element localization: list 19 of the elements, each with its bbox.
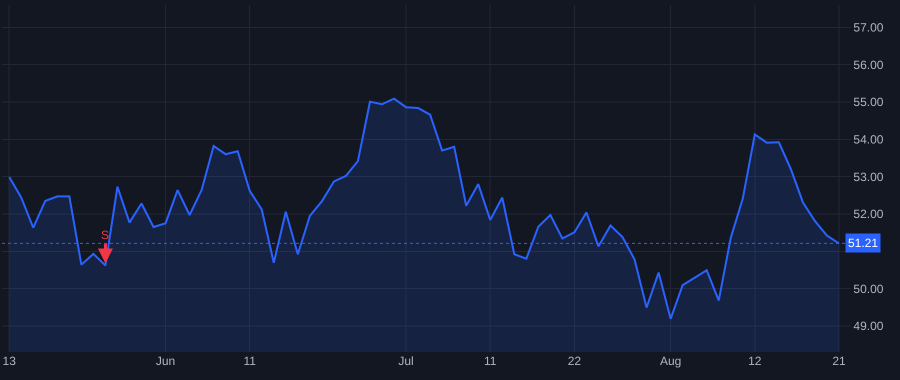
x-tick-label: 13	[2, 354, 16, 368]
y-tick-label: 57.00	[853, 20, 884, 35]
ref-line-label: 51.21	[848, 236, 878, 250]
y-tick-label: 53.00	[853, 170, 884, 184]
y-tick-label: 54.00	[853, 132, 884, 147]
x-tick-label: 11	[484, 354, 497, 368]
y-tick-label: 52.00	[853, 207, 884, 222]
x-tick-label: 22	[568, 354, 582, 368]
x-tick-label: 12	[748, 354, 762, 368]
y-tick-label: 55.00	[853, 95, 884, 110]
y-tick-label: 49.00	[853, 319, 884, 334]
x-tick-label: 21	[832, 354, 846, 368]
x-tick-label: Aug	[660, 354, 682, 368]
y-tick-label: 56.00	[853, 58, 884, 72]
x-tick-label: Jun	[156, 354, 176, 368]
x-tick-label: 11	[243, 354, 256, 368]
y-tick-label: 50.00	[853, 282, 884, 296]
annotation: S	[101, 228, 110, 242]
x-tick-label: Jul	[398, 354, 414, 368]
